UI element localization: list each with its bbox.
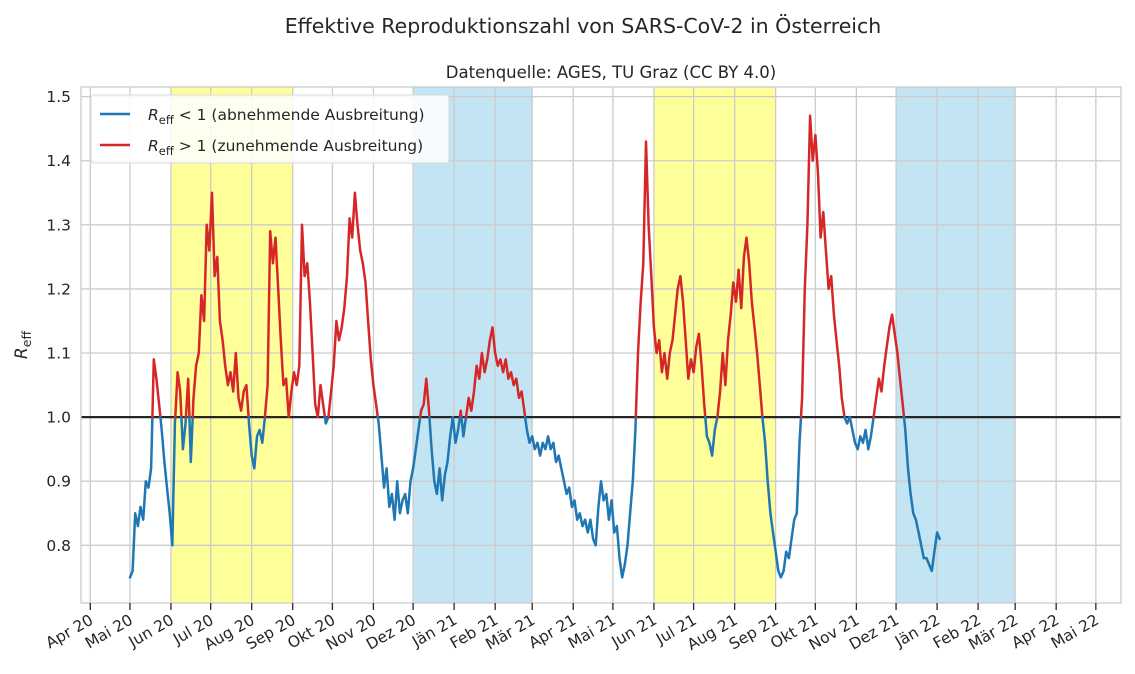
series-line-below — [848, 415, 875, 451]
series-line-below — [902, 415, 941, 573]
x-tick-label: Jun 21 — [608, 611, 660, 652]
legend-label-above-rest: > 1 (zunehmende Ausbreitung) — [174, 137, 423, 155]
season-band-summer-0 — [170, 87, 293, 603]
y-axis-label: Reff — [12, 331, 34, 360]
legend-label-below-main: R — [148, 106, 159, 124]
series-line-below — [704, 415, 719, 457]
series-line-above — [151, 358, 162, 419]
legend-label-below-rest: < 1 (abnehmende Ausbreitung) — [174, 106, 425, 124]
y-tick-label: 1.3 — [46, 216, 71, 234]
series-line-above — [263, 223, 327, 419]
series-line-below — [451, 415, 462, 445]
series-lines — [128, 114, 941, 579]
series-line-below — [428, 415, 455, 502]
series-line-below — [159, 415, 177, 547]
x-tick-label: Jun 20 — [125, 611, 177, 652]
y-tick-label: 1.2 — [46, 280, 71, 298]
series-line-below — [247, 415, 267, 470]
series-line-below — [523, 415, 638, 579]
chart-title: Effektive Reproduktionszahl von SARS-CoV… — [285, 13, 882, 38]
series-line-above — [327, 191, 380, 419]
y-tick-label: 1.1 — [46, 345, 71, 363]
series-line-below — [188, 415, 194, 464]
series-line-above — [174, 370, 183, 419]
series-line-above — [191, 191, 250, 419]
season-band-winter-1 — [413, 87, 533, 603]
y-axis-label-sub: eff — [19, 331, 34, 348]
legend: Reff < 1 (abnehmende Ausbreitung) Reff >… — [90, 94, 450, 164]
legend-label-above: Reff > 1 (zunehmende Ausbreitung) — [148, 137, 423, 158]
plot-area — [80, 86, 1122, 604]
y-axis-ticks: 0.8 0.9 1.0 1.1 1.2 1.3 1.4 1.5 — [46, 88, 71, 555]
series-line-above — [799, 114, 846, 419]
series-line-below — [843, 415, 852, 425]
series-line-below — [460, 415, 468, 438]
y-tick-label: 1.5 — [46, 88, 71, 106]
y-tick-label: 1.0 — [46, 409, 71, 427]
series-line-below — [323, 415, 330, 425]
series-line-below — [761, 415, 803, 579]
legend-box — [90, 94, 450, 164]
series-line-above — [418, 377, 431, 419]
series-line-above — [634, 140, 707, 419]
series-line-below — [180, 415, 188, 451]
series-line-above — [464, 326, 527, 419]
series-line-above — [458, 409, 463, 419]
grid-horizontal — [81, 95, 1121, 546]
series-line-above — [716, 236, 764, 419]
legend-label-above-main: R — [148, 137, 159, 155]
plot-frame — [80, 86, 1122, 604]
series-line-below — [376, 415, 422, 521]
series-line-above — [872, 313, 906, 419]
legend-label-below-sub: eff — [159, 113, 175, 127]
series-line-below — [128, 415, 154, 579]
y-tick-label: 0.8 — [46, 537, 71, 555]
legend-label-above-sub: eff — [159, 144, 175, 158]
series-line-above — [184, 377, 191, 419]
chart-subtitle: Datenquelle: AGES, TU Graz (CC BY 4.0) — [446, 63, 776, 82]
season-band-winter-3 — [896, 87, 1016, 603]
y-axis-label-main: R — [12, 347, 32, 359]
legend-label-below: Reff < 1 (abnehmende Ausbreitung) — [148, 106, 425, 127]
y-tick-label: 1.4 — [46, 152, 71, 170]
y-tick-label: 0.9 — [46, 473, 71, 491]
